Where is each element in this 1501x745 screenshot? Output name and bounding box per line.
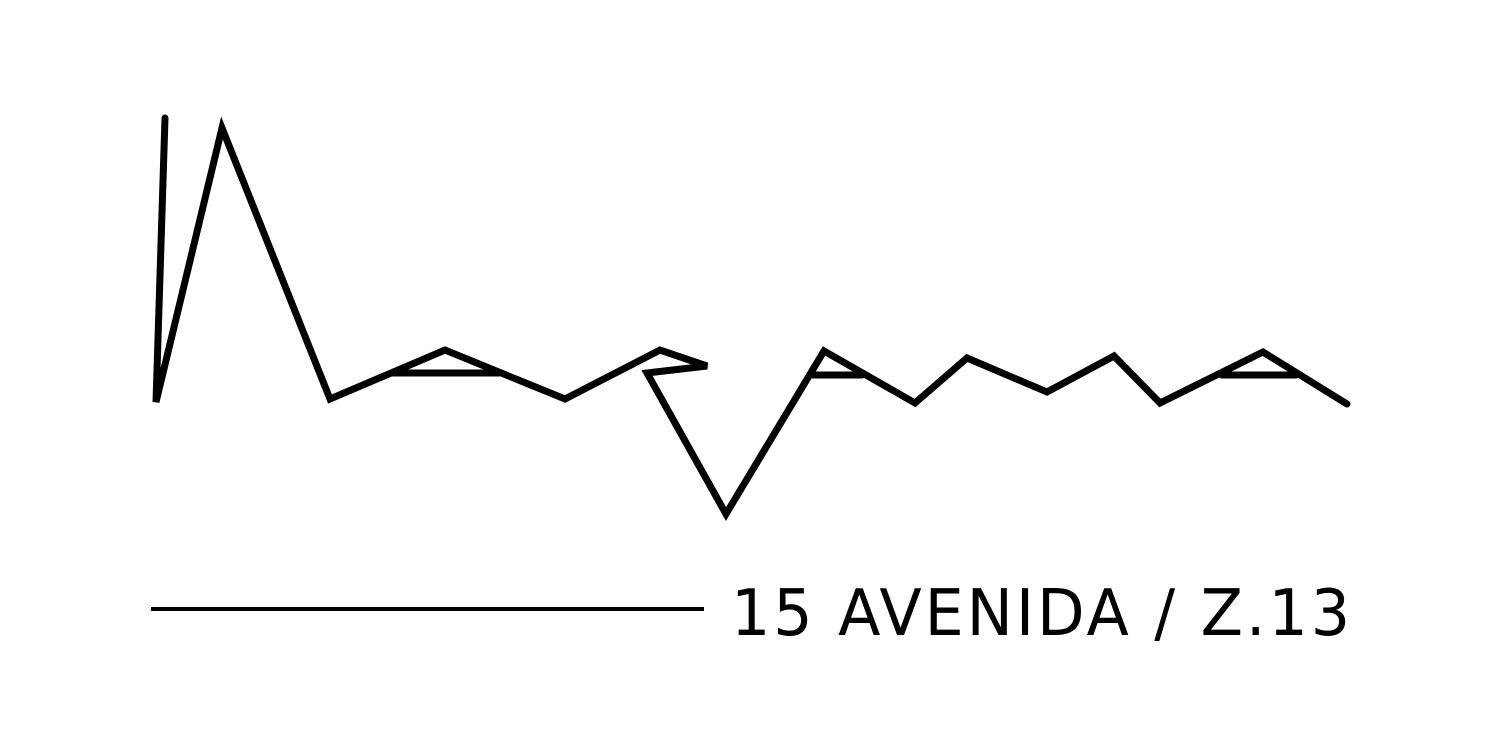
logo-caption: 15 AVENIDA / Z.13 xyxy=(731,577,1353,651)
logo-skyline-line xyxy=(152,114,1351,521)
logo-mark xyxy=(152,114,1351,521)
